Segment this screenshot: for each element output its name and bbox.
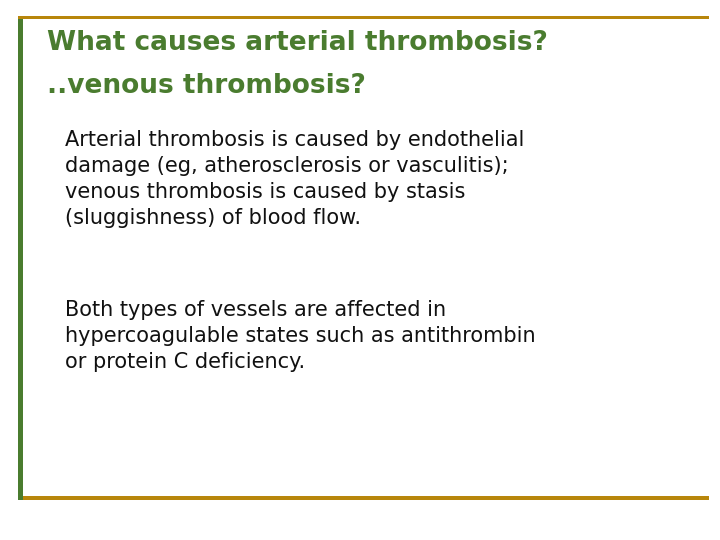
Bar <box>18 19 23 500</box>
Bar <box>18 16 709 19</box>
Text: Both types of vessels are affected in
hypercoagulable states such as antithrombi: Both types of vessels are affected in hy… <box>65 300 536 372</box>
Text: What causes arterial thrombosis?: What causes arterial thrombosis? <box>47 30 548 56</box>
Text: ..venous thrombosis?: ..venous thrombosis? <box>47 73 366 99</box>
Text: Arterial thrombosis is caused by endothelial
damage (eg, atherosclerosis or vasc: Arterial thrombosis is caused by endothe… <box>65 130 524 228</box>
Bar <box>18 496 709 500</box>
